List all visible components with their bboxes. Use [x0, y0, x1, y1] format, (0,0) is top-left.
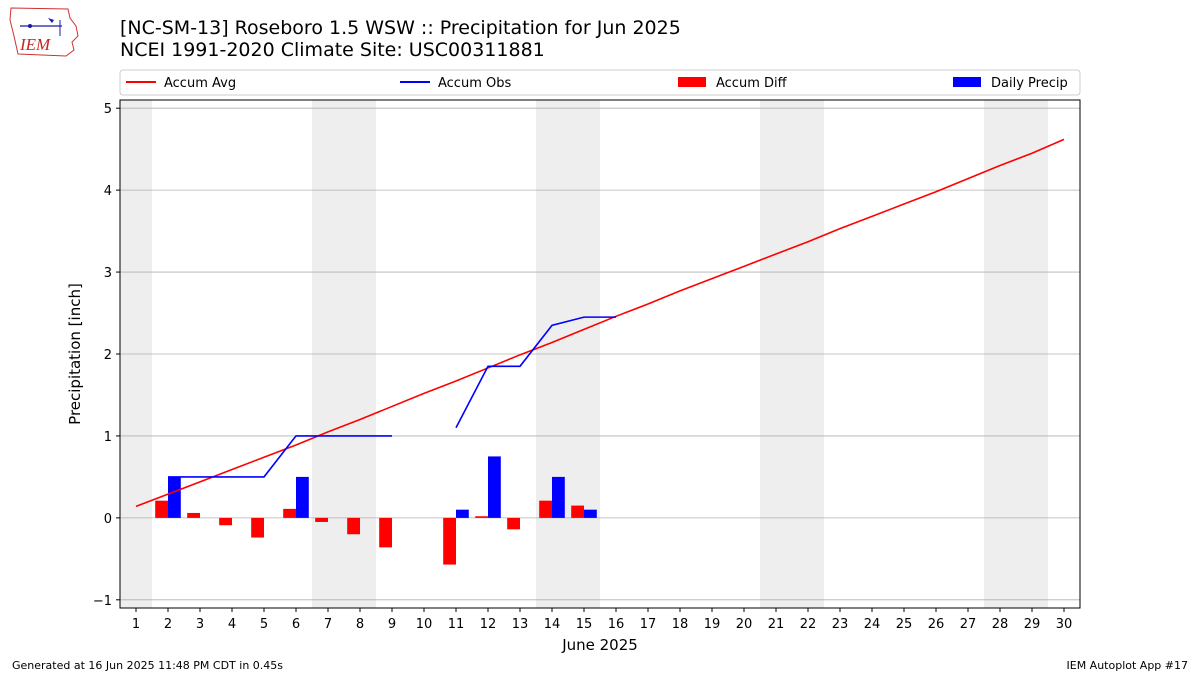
accum-diff-bar-7 — [315, 517, 328, 522]
accum-diff-bar-11 — [443, 517, 456, 565]
xtick-label-30: 30 — [1056, 617, 1073, 632]
legend-daily-precip-swatch — [953, 77, 981, 87]
xtick-label-23: 23 — [832, 617, 849, 632]
daily-precip-bar-15 — [584, 509, 597, 518]
title-line-2: NCEI 1991-2020 Climate Site: USC00311881 — [120, 39, 545, 61]
y-axis-label: Precipitation [inch] — [66, 283, 84, 425]
accum-diff-bar-6 — [283, 508, 296, 518]
xtick-label-24: 24 — [864, 617, 881, 632]
xtick-label-11: 11 — [448, 617, 465, 632]
xtick-label-22: 22 — [800, 617, 817, 632]
xtick-label-21: 21 — [768, 617, 785, 632]
xtick-label-8: 8 — [356, 617, 364, 632]
accum-obs-line-1 — [455, 316, 616, 429]
xtick-label-29: 29 — [1024, 617, 1041, 632]
ytick-label-2: 2 — [104, 348, 112, 363]
xtick-label-20: 20 — [736, 617, 753, 632]
xtick-label-5: 5 — [260, 617, 268, 632]
title-line-1: [NC-SM-13] Roseboro 1.5 WSW :: Precipita… — [120, 17, 681, 39]
accum-diff-bar-5 — [251, 517, 264, 538]
xtick-label-15: 15 — [576, 617, 593, 632]
x-axis-label: June 2025 — [561, 636, 638, 654]
footer-generated: Generated at 16 Jun 2025 11:48 PM CDT in… — [12, 659, 284, 672]
ytick-label--1: −1 — [93, 594, 112, 609]
xtick-label-19: 19 — [704, 617, 721, 632]
legend-accum-obs-label: Accum Obs — [438, 76, 511, 91]
legend-accum-avg-label: Accum Avg — [164, 76, 236, 91]
xtick-label-4: 4 — [228, 617, 236, 632]
ytick-label-0: 0 — [104, 512, 112, 527]
xtick-label-12: 12 — [480, 617, 497, 632]
xtick-label-13: 13 — [512, 617, 529, 632]
ytick-label-4: 4 — [104, 184, 112, 199]
xtick-label-1: 1 — [132, 617, 140, 632]
xtick-label-16: 16 — [608, 617, 625, 632]
footer-app-label: IEM Autoplot App #17 — [1066, 659, 1189, 672]
xtick-label-28: 28 — [992, 617, 1009, 632]
xtick-label-18: 18 — [672, 617, 689, 632]
xtick-label-14: 14 — [544, 617, 561, 632]
chart-title: [NC-SM-13] Roseboro 1.5 WSW :: Precipita… — [120, 17, 681, 61]
legend-box — [119, 69, 1081, 96]
ytick-label-1: 1 — [104, 430, 112, 445]
daily-precip-bar-2 — [168, 476, 181, 518]
xtick-label-6: 6 — [292, 617, 300, 632]
xtick-label-26: 26 — [928, 617, 945, 632]
logo-text: IEM — [19, 35, 51, 54]
xtick-label-7: 7 — [324, 617, 332, 632]
daily-precip-bar-6 — [296, 476, 309, 518]
accum-diff-bar-15 — [571, 505, 584, 518]
accum-diff-bar-13 — [507, 517, 520, 530]
daily-precip-bar-14 — [552, 476, 565, 518]
accum-diff-bar-2 — [155, 500, 168, 518]
ytick-label-3: 3 — [104, 266, 112, 281]
xtick-label-2: 2 — [164, 617, 172, 632]
accum-diff-bar-14 — [539, 500, 552, 518]
xtick-label-25: 25 — [896, 617, 913, 632]
legend-accum-diff-label: Accum Diff — [716, 76, 788, 91]
accum-diff-bar-9 — [379, 517, 392, 548]
accum-diff-bar-4 — [219, 517, 232, 526]
accum-diff-bar-8 — [347, 517, 360, 535]
iem-logo: IEM — [8, 6, 80, 58]
xtick-label-3: 3 — [196, 617, 204, 632]
plot-frame — [119, 99, 1081, 609]
accum-diff-bar-12 — [475, 516, 488, 518]
accum-avg-line — [135, 138, 1065, 508]
daily-precip-bar-11 — [456, 509, 469, 518]
legend-daily-precip-label: Daily Precip — [991, 76, 1068, 91]
xtick-label-9: 9 — [388, 617, 396, 632]
xtick-label-17: 17 — [640, 617, 657, 632]
accum-diff-bar-3 — [187, 512, 200, 518]
ytick-label-5: 5 — [104, 102, 112, 117]
xtick-label-10: 10 — [416, 617, 433, 632]
legend-accum-diff-swatch — [678, 77, 706, 87]
accum-obs-line-0 — [168, 435, 392, 478]
daily-precip-bar-12 — [488, 456, 501, 518]
xtick-label-27: 27 — [960, 617, 977, 632]
